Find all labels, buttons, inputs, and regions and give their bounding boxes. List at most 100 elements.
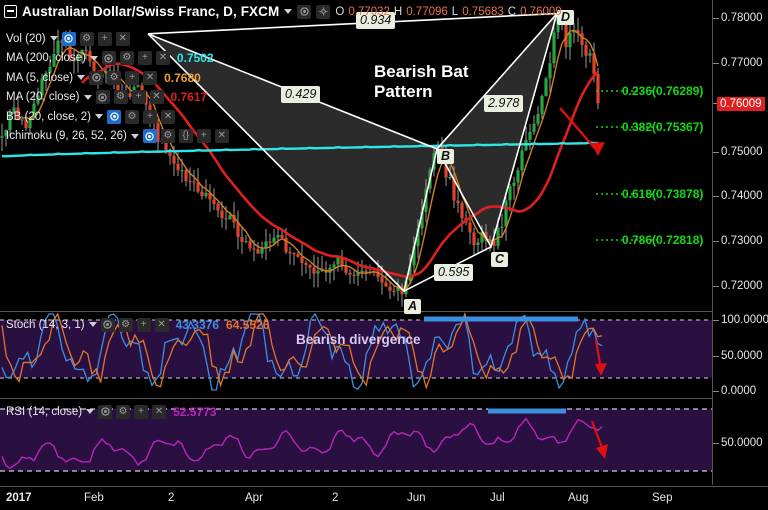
axis-tick: [713, 63, 719, 64]
legend-row-0: Vol (20) ⚙ + ✕: [6, 30, 229, 47]
stoch-projection-arrow: [594, 339, 607, 376]
price-axis-label-3: 0.75000: [721, 146, 763, 158]
settings-icon[interactable]: ⚙: [79, 31, 94, 46]
visibility-icon[interactable]: [89, 70, 104, 85]
ma200-line: [1, 141, 599, 158]
axis-tick: [713, 103, 719, 104]
add-icon[interactable]: +: [196, 129, 211, 143]
chevron-down-icon[interactable]: [86, 409, 95, 414]
add-icon[interactable]: +: [143, 109, 158, 124]
visibility-icon[interactable]: [95, 90, 110, 104]
legend-row-5: Ichimoku (9, 26, 52, 26) ⚙{} + ✕: [6, 128, 229, 145]
indicator-value: 0.7617: [170, 90, 208, 104]
sub-axis-label-3: 50.0000: [721, 437, 763, 449]
axis-tick: [713, 356, 719, 357]
add-icon[interactable]: +: [136, 317, 151, 332]
price-chart-canvas: [0, 10, 660, 307]
chevron-down-icon[interactable]: [95, 114, 104, 119]
indicator-name: MA (200, close): [6, 52, 86, 64]
add-icon[interactable]: +: [134, 404, 149, 419]
time-axis-label-8: Sep: [652, 492, 673, 504]
indicator-legend: Vol (20) ⚙ + ✕ MA (200, close) ⚙ + ✕ 0.7502 MA (5…: [6, 30, 229, 145]
divergence-annotation: Bearish divergence: [296, 332, 421, 347]
visibility-icon[interactable]: [101, 51, 116, 65]
time-axis-label-1: Feb: [84, 492, 104, 504]
price-axis-label-1: 0.77000: [721, 57, 763, 69]
pattern-title-line2: Pattern: [374, 82, 433, 101]
chevron-down-icon[interactable]: [77, 75, 86, 80]
chart-header: Australian Dollar/Swiss Franc, D, FXCM O…: [4, 4, 562, 19]
ohlc-close-value: 0.76009: [520, 5, 562, 18]
chevron-down-icon[interactable]: [88, 322, 97, 327]
chevron-down-icon[interactable]: [49, 36, 58, 41]
add-icon[interactable]: +: [137, 51, 152, 65]
close-icon[interactable]: ✕: [155, 51, 170, 65]
pattern-ratio-2: 2.978: [484, 95, 524, 112]
stoch-k-line: [1, 312, 603, 391]
pattern-ratio-3: 0.595: [434, 264, 474, 281]
ohlc-readout: O 0.77032 H 0.77096 L 0.75683 C 0.76009: [335, 6, 561, 18]
pattern-point-A: A: [404, 299, 422, 314]
settings-icon[interactable]: [316, 4, 331, 19]
stochastic-pane[interactable]: [0, 312, 712, 397]
time-axis-label-0: 2017: [6, 492, 32, 504]
rsi-line: [1, 417, 603, 470]
visibility-icon[interactable]: [100, 317, 115, 332]
pattern-point-C: C: [491, 252, 509, 267]
price-axis-label-4: 0.74000: [721, 190, 763, 202]
stochastic-name: Stoch (14, 3, 1): [6, 318, 85, 331]
settings-icon[interactable]: ⚙: [107, 70, 122, 85]
chevron-down-icon[interactable]: [89, 55, 98, 61]
close-icon[interactable]: ✕: [154, 317, 169, 332]
settings-icon[interactable]: ⚙: [160, 129, 175, 143]
time-axis-label-3: Apr: [245, 492, 263, 504]
visibility-icon[interactable]: [98, 404, 113, 419]
visibility-icon[interactable]: [107, 109, 122, 124]
close-icon[interactable]: ✕: [143, 70, 158, 85]
chevron-down-icon[interactable]: [83, 94, 92, 100]
rsi-canvas: [0, 408, 712, 472]
price-axis-label-0: 0.78000: [721, 12, 763, 24]
chevron-down-icon[interactable]: [130, 133, 139, 139]
ohlc-high-label: H: [393, 5, 403, 18]
rsi-legend: RSI (14, close) ⚙ + ✕ 52.5773: [6, 403, 216, 420]
pattern-ratio-0: 0.934: [356, 12, 396, 29]
visibility-icon[interactable]: [61, 31, 76, 46]
settings-icon[interactable]: ⚙: [118, 317, 133, 332]
close-icon[interactable]: ✕: [115, 31, 130, 46]
ma-line: [81, 62, 599, 278]
time-axis-label-2: 2: [168, 492, 175, 504]
settings-icon[interactable]: ⚙: [125, 109, 140, 124]
axis-tick: [713, 286, 719, 287]
rsi-name: RSI (14, close): [6, 405, 83, 418]
add-icon[interactable]: +: [97, 31, 112, 46]
legend-row-2: MA (5, close) ⚙ + ✕ 0.7680: [6, 69, 229, 86]
close-icon[interactable]: ✕: [149, 90, 164, 104]
add-icon[interactable]: +: [125, 70, 140, 85]
settings-icon[interactable]: ⚙: [119, 51, 134, 65]
close-icon[interactable]: ✕: [214, 129, 229, 143]
fib-label-2: 0.618(0.73878): [622, 187, 704, 201]
fib-label-1: 0.382(0.75367): [622, 120, 704, 134]
legend-row-1: MA (200, close) ⚙ + ✕ 0.7502: [6, 50, 229, 67]
visibility-icon[interactable]: [142, 129, 157, 143]
source-code-icon[interactable]: {}: [178, 129, 193, 143]
price-axis[interactable]: 0.78000 0.77000 0.76009 0.75000 0.74000 0.730…: [712, 0, 768, 485]
visibility-icon[interactable]: [297, 4, 312, 19]
add-icon[interactable]: +: [131, 90, 146, 104]
price-chart-pane[interactable]: [0, 0, 712, 310]
rsi-projection-arrow: [590, 420, 608, 459]
current-price-label[interactable]: 0.76009: [717, 97, 765, 111]
settings-icon[interactable]: ⚙: [113, 90, 128, 104]
time-axis[interactable]: 2017 Feb 2 Apr 2 Jun Jul Aug Sep: [0, 486, 768, 510]
time-axis-label-6: Jul: [490, 492, 505, 504]
indicator-name: MA (20, close): [6, 91, 80, 103]
minus-box-icon[interactable]: [4, 5, 17, 18]
close-icon[interactable]: ✕: [152, 404, 167, 419]
price-axis-label-5: 0.73000: [721, 235, 763, 247]
settings-icon[interactable]: ⚙: [116, 404, 131, 419]
pane-divider-rsi: [0, 398, 768, 399]
chevron-down-icon[interactable]: [284, 9, 293, 14]
close-icon[interactable]: ✕: [161, 109, 176, 124]
indicator-value: 0.7502: [176, 51, 214, 65]
